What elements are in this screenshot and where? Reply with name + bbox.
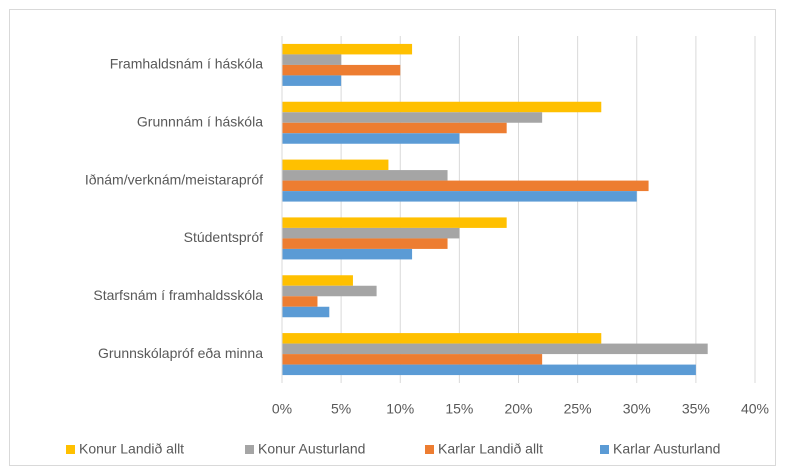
bar: [282, 64, 401, 76]
bar: [282, 238, 448, 249]
x-tick-label: 40%: [741, 401, 769, 417]
bar: [282, 159, 389, 171]
bar: [282, 227, 460, 239]
y-tick-label: Iðnám/verknám/meistarapróf: [85, 171, 263, 187]
bar: [282, 180, 649, 192]
bar: [282, 170, 448, 181]
bar: [282, 43, 413, 55]
bar: [282, 54, 342, 65]
y-tick-label: Grunnskólapróf eða minna: [98, 345, 263, 361]
bar: [282, 101, 602, 113]
bar: [282, 296, 318, 307]
x-tick-label: 25%: [564, 401, 592, 417]
x-tick-label: 0%: [272, 401, 292, 417]
bar: [282, 306, 330, 318]
legend-swatch: [600, 445, 609, 454]
bar: [282, 354, 543, 365]
bar: [282, 285, 377, 297]
legend-label: Konur Landið allt: [79, 441, 184, 457]
bar: [282, 112, 543, 123]
legend-swatch: [425, 445, 434, 454]
bar: [282, 333, 602, 344]
y-tick-label: Starfsnám í framhaldsskóla: [93, 287, 263, 303]
x-tick-label: 5%: [331, 401, 351, 417]
legend-label: Karlar Austurland: [613, 441, 720, 457]
y-tick-label: Framhaldsnám í háskóla: [110, 56, 264, 72]
bar: [282, 275, 353, 286]
legend-label: Karlar Landið allt: [438, 441, 543, 457]
y-tick-label: Stúdentspróf: [184, 229, 263, 245]
bar: [282, 217, 507, 228]
bar: [282, 133, 460, 144]
y-tick-label: Grunnnám í háskóla: [137, 113, 263, 129]
x-tick-label: 35%: [682, 401, 710, 417]
legend-swatch: [66, 445, 75, 454]
x-tick-label: 10%: [386, 401, 414, 417]
x-tick-label: 15%: [445, 401, 473, 417]
bar: [282, 122, 507, 134]
bar: [282, 248, 413, 260]
bar: [282, 191, 637, 202]
bar: [282, 343, 708, 355]
bar: [282, 75, 342, 86]
legend-swatch: [245, 445, 254, 454]
bar: [282, 364, 696, 376]
legend-label: Konur Austurland: [258, 441, 365, 457]
x-tick-label: 20%: [504, 401, 532, 417]
x-tick-label: 30%: [623, 401, 651, 417]
